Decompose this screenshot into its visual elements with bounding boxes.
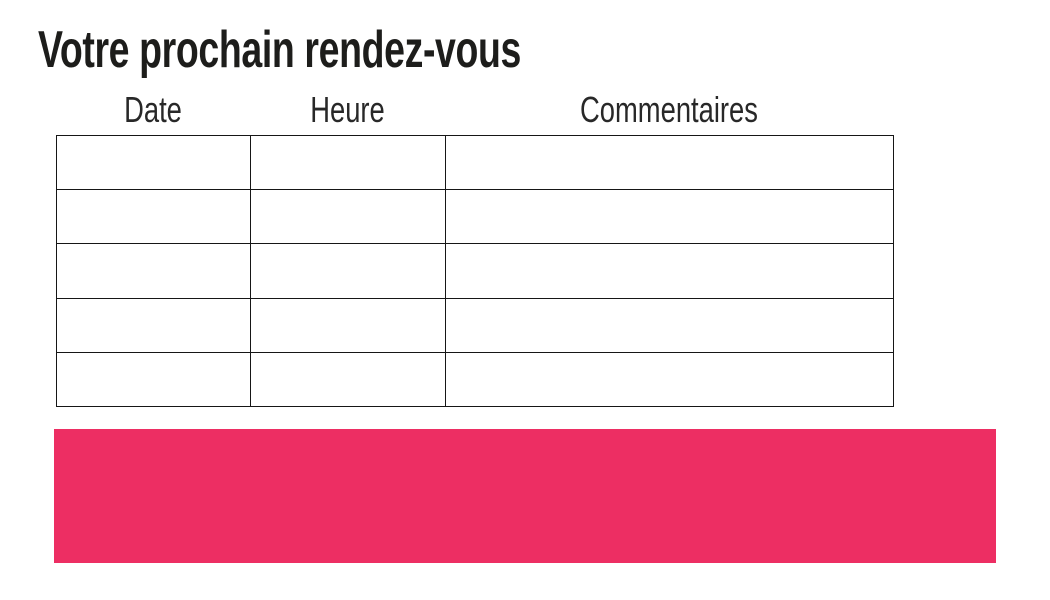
column-header-heure: Heure [310,89,385,130]
column-header-commentaires: Commentaires [580,89,758,130]
table-cell [250,351,446,408]
table-cell [445,243,894,299]
table-cell [250,243,446,299]
table-cell [56,351,251,408]
table-row [56,297,894,353]
appointments-table [56,134,894,408]
table-cell [445,134,894,191]
table-cell [445,297,894,353]
table-row [56,189,894,245]
table-row [56,134,894,191]
table-cell [445,351,894,408]
table-cell [250,189,446,245]
appointments-table-body [56,134,894,408]
column-header-date: Date [124,89,182,130]
table-cell [250,297,446,353]
table-cell [56,297,251,353]
table-header-row: Date Heure Commentaires [56,90,893,130]
table-row [56,351,894,408]
table-cell [445,189,894,245]
page-title: Votre prochain rendez-vous [38,21,521,79]
table-cell [56,189,251,245]
table-cell [56,134,251,191]
table-cell [250,134,446,191]
table-row [56,243,894,299]
promo-banner [54,429,996,563]
table-cell [56,243,251,299]
